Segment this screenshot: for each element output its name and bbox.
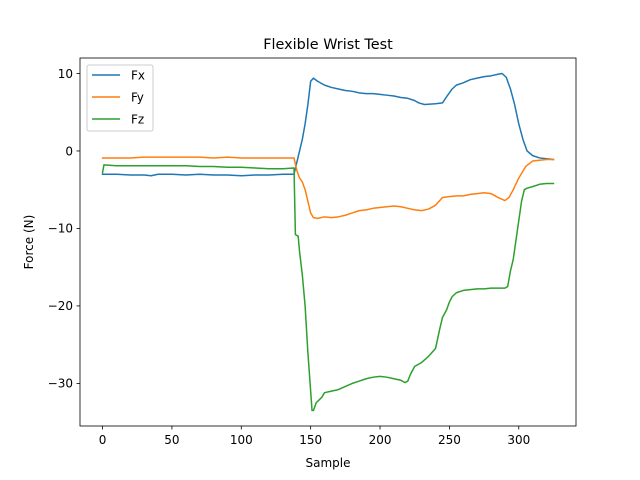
y-tick-label: −20 — [48, 299, 73, 313]
y-axis-title: Force (N) — [22, 215, 36, 270]
series-line-fz — [101, 164, 555, 412]
x-tick-label: 0 — [99, 433, 107, 447]
chart-title: Flexible Wrist Test — [263, 37, 393, 53]
series-layer — [101, 72, 555, 412]
y-tick-label: 0 — [65, 144, 73, 158]
x-tick-label: 300 — [507, 433, 530, 447]
y-axis: 10 0 −10 −20 −30 — [48, 67, 80, 391]
series-line-fx — [101, 72, 555, 177]
y-tick-label: 10 — [58, 67, 73, 81]
x-tick-label: 150 — [299, 433, 322, 447]
legend-label-fy: Fy — [131, 90, 144, 104]
x-tick-label: 200 — [369, 433, 392, 447]
axes-frame — [79, 57, 577, 427]
series-line-fy — [101, 156, 555, 220]
y-tick-label: −10 — [48, 222, 73, 236]
x-tick-label: 100 — [230, 433, 253, 447]
y-tick-label: −30 — [48, 377, 73, 391]
legend-label-fz: Fz — [131, 112, 144, 126]
plot-area — [79, 57, 577, 427]
legend-label-fx: Fx — [131, 68, 145, 82]
x-axis-title: Sample — [306, 456, 351, 470]
legend-items: Fx Fy Fz — [92, 68, 145, 126]
x-axis: 0 50 100 150 200 250 300 — [99, 426, 530, 447]
legend-frame — [86, 64, 154, 132]
legend: Fx Fy Fz — [86, 64, 154, 132]
x-tick-label: 50 — [164, 433, 179, 447]
x-tick-label: 250 — [438, 433, 461, 447]
